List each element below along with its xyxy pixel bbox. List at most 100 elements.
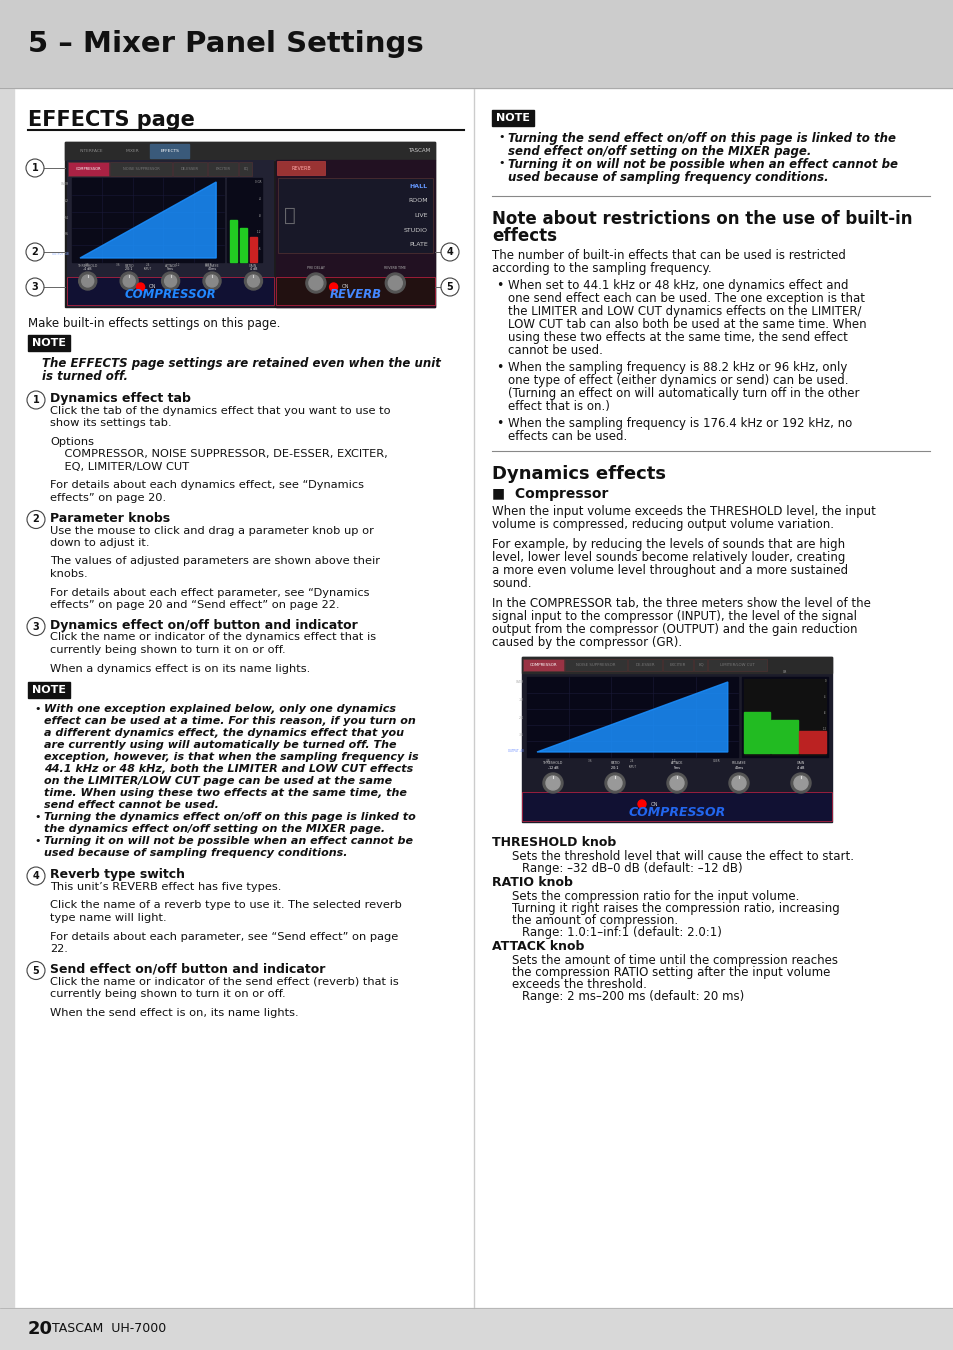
Text: down to adjust it.: down to adjust it. bbox=[50, 539, 150, 548]
Text: Sets the amount of time until the compression reaches: Sets the amount of time until the compre… bbox=[512, 954, 837, 967]
Bar bbox=[117, 144, 148, 158]
Text: Turning the dynamics effect on/off on this page is linked to: Turning the dynamics effect on/off on th… bbox=[44, 811, 416, 822]
Text: Parameter knobs: Parameter knobs bbox=[50, 512, 170, 525]
Text: send effect cannot be used.: send effect cannot be used. bbox=[44, 801, 218, 810]
Bar bbox=[276, 277, 435, 305]
Text: are currently using will automatically be turned off. The: are currently using will automatically b… bbox=[44, 740, 396, 751]
Text: Click the name or indicator of the send effect (reverb) that is: Click the name or indicator of the send … bbox=[50, 976, 398, 987]
Circle shape bbox=[545, 776, 559, 790]
Text: ATTACK knob: ATTACK knob bbox=[492, 940, 584, 953]
Bar bbox=[0, 88, 14, 1350]
Circle shape bbox=[247, 275, 259, 288]
Circle shape bbox=[440, 243, 458, 261]
Bar bbox=[65, 142, 435, 306]
Text: 0 GR: 0 GR bbox=[254, 180, 261, 184]
Circle shape bbox=[27, 961, 45, 980]
Text: 40ms: 40ms bbox=[207, 267, 216, 271]
Text: Use the mouse to click and drag a parameter knob up or: Use the mouse to click and drag a parame… bbox=[50, 525, 374, 536]
Text: 5 – Mixer Panel Settings: 5 – Mixer Panel Settings bbox=[28, 30, 423, 58]
Text: REVERB: REVERB bbox=[329, 289, 381, 301]
Text: Range: –32 dB–0 dB (default: –12 dB): Range: –32 dB–0 dB (default: –12 dB) bbox=[521, 863, 741, 875]
Text: LIMITER/LOW CUT: LIMITER/LOW CUT bbox=[720, 663, 755, 667]
Circle shape bbox=[440, 278, 458, 296]
Text: 4 dB: 4 dB bbox=[250, 267, 257, 271]
Text: ON: ON bbox=[149, 285, 156, 289]
Text: 5ms: 5ms bbox=[167, 267, 173, 271]
Circle shape bbox=[161, 271, 179, 290]
Text: time. When using these two effects at the same time, the: time. When using these two effects at th… bbox=[44, 788, 406, 798]
Text: When the send effect is on, its name lights.: When the send effect is on, its name lig… bbox=[50, 1007, 298, 1018]
Text: GAIN: GAIN bbox=[796, 761, 804, 765]
Text: PLATE: PLATE bbox=[409, 243, 428, 247]
Text: effects” on page 20.: effects” on page 20. bbox=[50, 493, 166, 504]
Text: •: • bbox=[496, 279, 503, 292]
Text: a different dynamics effect, the dynamics effect that you: a different dynamics effect, the dynamic… bbox=[44, 728, 403, 738]
Text: NOTE: NOTE bbox=[496, 113, 530, 123]
Text: REVERB TIME: REVERB TIME bbox=[384, 266, 406, 270]
Text: ON: ON bbox=[650, 802, 658, 806]
Text: COMPRESSOR: COMPRESSOR bbox=[529, 663, 557, 667]
Text: GR: GR bbox=[781, 670, 786, 674]
Text: type name will light.: type name will light. bbox=[50, 913, 167, 923]
Text: -12: -12 bbox=[176, 263, 181, 267]
Circle shape bbox=[666, 774, 686, 792]
Text: 20: 20 bbox=[28, 1320, 53, 1338]
Text: Reverb type switch: Reverb type switch bbox=[50, 868, 185, 882]
Text: the LIMITER and LOW CUT dynamics effects on the LIMITER/: the LIMITER and LOW CUT dynamics effects… bbox=[507, 305, 861, 319]
Bar bbox=[799, 679, 825, 755]
Bar bbox=[276, 161, 435, 306]
Text: OVER: OVER bbox=[712, 759, 720, 763]
Bar bbox=[521, 657, 831, 674]
Text: OVER: OVER bbox=[61, 182, 69, 186]
Bar bbox=[627, 659, 661, 671]
Text: 5: 5 bbox=[32, 965, 39, 976]
Text: Click the name of a reverb type to use it. The selected reverb: Click the name of a reverb type to use i… bbox=[50, 900, 401, 910]
Text: •: • bbox=[34, 703, 40, 714]
Text: (Turning an effect on will automatically turn off in the other: (Turning an effect on will automatically… bbox=[507, 387, 859, 400]
Circle shape bbox=[309, 275, 322, 290]
Polygon shape bbox=[537, 682, 727, 752]
Text: 1: 1 bbox=[31, 163, 38, 173]
Text: INPUT: INPUT bbox=[144, 267, 152, 271]
Bar bbox=[150, 144, 190, 158]
Text: currently being shown to turn it on or off.: currently being shown to turn it on or o… bbox=[50, 645, 285, 655]
Text: •: • bbox=[496, 417, 503, 431]
Polygon shape bbox=[80, 182, 216, 258]
Text: THRESHOLD: THRESHOLD bbox=[542, 761, 562, 765]
Text: Click the name or indicator of the dynamics effect that is: Click the name or indicator of the dynam… bbox=[50, 633, 375, 643]
Text: Range: 2 ms–200 ms (default: 20 ms): Range: 2 ms–200 ms (default: 20 ms) bbox=[521, 990, 743, 1003]
Text: OVER: OVER bbox=[516, 680, 523, 684]
Text: Turning it right raises the compression ratio, increasing: Turning it right raises the compression … bbox=[512, 902, 839, 915]
Text: knobs.: knobs. bbox=[50, 568, 88, 579]
Text: TASCAM: TASCAM bbox=[407, 148, 430, 154]
Text: When the input volume exceeds the THRESHOLD level, the input: When the input volume exceeds the THRESH… bbox=[492, 505, 875, 518]
Text: COMPRESSOR: COMPRESSOR bbox=[628, 806, 725, 818]
Text: caused by the compressor (GR).: caused by the compressor (GR). bbox=[492, 636, 681, 649]
Text: For details about each dynamics effect, see “Dynamics: For details about each dynamics effect, … bbox=[50, 481, 364, 490]
Circle shape bbox=[136, 284, 145, 292]
Bar bbox=[227, 178, 262, 262]
Circle shape bbox=[82, 275, 93, 288]
Bar bbox=[521, 792, 831, 821]
Text: THRESHOLD: THRESHOLD bbox=[77, 265, 98, 269]
Bar bbox=[239, 162, 253, 176]
Text: -48: -48 bbox=[545, 759, 550, 763]
Bar bbox=[278, 178, 433, 252]
Text: currently being shown to turn it on or off.: currently being shown to turn it on or o… bbox=[50, 990, 285, 999]
Text: show its settings tab.: show its settings tab. bbox=[50, 418, 172, 428]
Text: volume is compressed, reducing output volume variation.: volume is compressed, reducing output vo… bbox=[492, 518, 833, 531]
Text: -12: -12 bbox=[672, 759, 676, 763]
Text: Range: 1.0:1–inf:1 (default: 2.0:1): Range: 1.0:1–inf:1 (default: 2.0:1) bbox=[521, 926, 721, 940]
Text: DE-ESSER: DE-ESSER bbox=[181, 167, 199, 171]
Text: -12: -12 bbox=[256, 231, 261, 235]
Bar bbox=[67, 161, 274, 306]
Bar bbox=[564, 659, 626, 671]
Text: REVERB: REVERB bbox=[291, 166, 311, 170]
Text: PRE DELAY: PRE DELAY bbox=[307, 266, 325, 270]
Text: -16: -16 bbox=[821, 743, 826, 747]
Text: GAIN: GAIN bbox=[249, 265, 257, 269]
Circle shape bbox=[731, 776, 745, 790]
Bar bbox=[28, 335, 70, 351]
Circle shape bbox=[604, 774, 624, 792]
Text: -12 dB: -12 dB bbox=[547, 765, 558, 769]
